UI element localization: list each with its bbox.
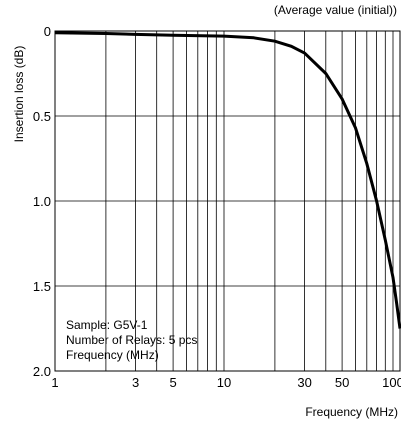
y-tick-label: 1.5 — [33, 279, 51, 294]
tick-labels: 1 3 5 10 30 50 100 0 0.5 1.0 1.5 2.0 — [33, 24, 401, 390]
y-axis-label: Insertion loss (dB) — [12, 46, 26, 143]
plot-frame — [54, 30, 401, 372]
series-line — [54, 31, 401, 329]
annotation-line-1: Sample: G5V-1 — [66, 318, 148, 332]
x-tick-label: 100 — [382, 375, 401, 390]
x-tick-label: 50 — [335, 375, 349, 390]
chart-title: (Average value (initial)) — [274, 3, 397, 17]
annotation-line-2: Number of Relays: 5 pcs — [66, 333, 197, 347]
x-tick-label: 1 — [51, 375, 58, 390]
y-tick-label: 2.0 — [33, 364, 51, 379]
x-tick-label: 10 — [217, 375, 231, 390]
x-tick-label: 30 — [297, 375, 311, 390]
y-tick-label: 1.0 — [33, 194, 51, 209]
x-tick-label: 3 — [132, 375, 139, 390]
y-tick-label: 0.5 — [33, 109, 51, 124]
annotation-line-3: Frequency (MHz) — [66, 348, 159, 362]
x-tick-label: 5 — [169, 375, 176, 390]
x-axis-label: Frequency (MHz) — [305, 405, 398, 419]
y-tick-label: 0 — [44, 24, 51, 39]
